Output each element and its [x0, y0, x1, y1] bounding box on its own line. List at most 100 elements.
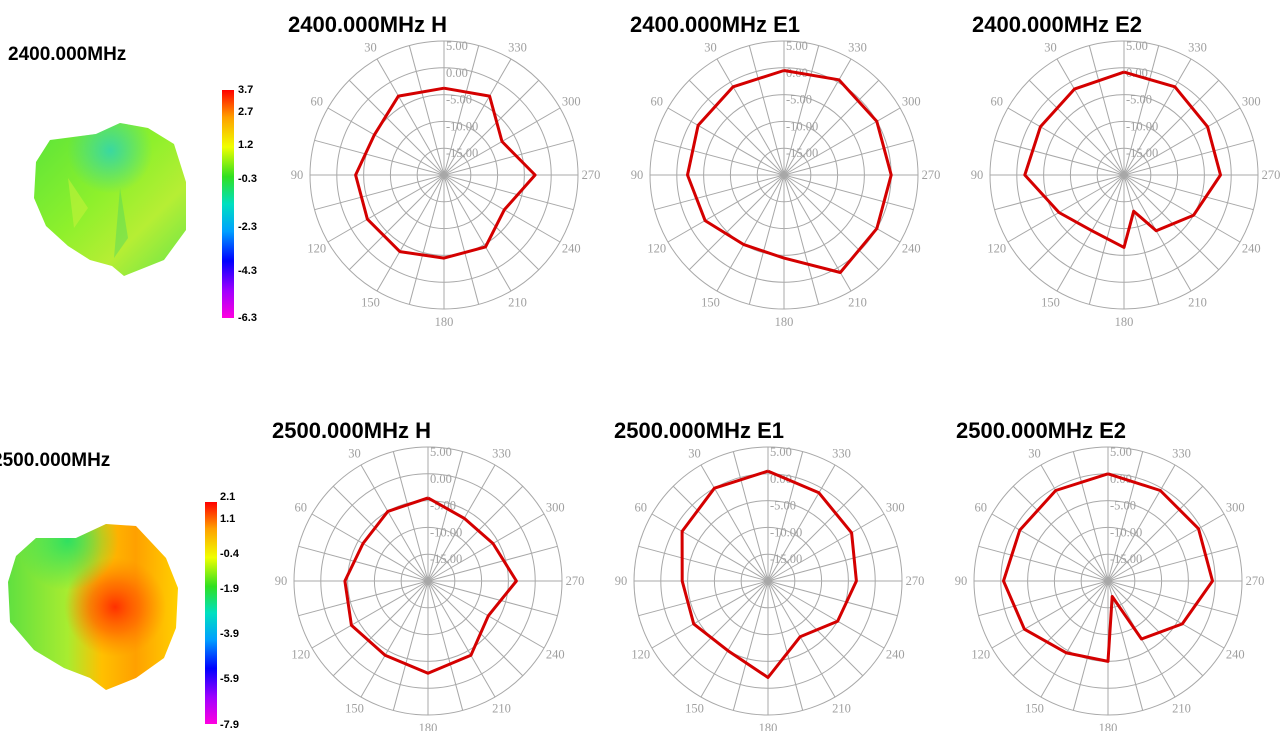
polar-grid-spoke — [443, 174, 540, 271]
polar-radial-label: -10.00 — [446, 119, 478, 133]
polar-grid-spoke — [1107, 513, 1225, 582]
polar-angle-label: 240 — [886, 648, 905, 662]
row2-scale-tick: -1.9 — [220, 583, 239, 595]
polar-grid-spoke — [1123, 139, 1254, 176]
polar-chart-2400-e1: 3060901201501802102402703003305.000.00-5… — [631, 39, 941, 329]
polar-angle-label: 120 — [631, 648, 650, 662]
polar-grid-spoke — [716, 58, 785, 176]
polar-grid-spoke — [672, 485, 769, 582]
polar-angle-label: 210 — [1172, 701, 1191, 715]
polar-grid-spoke — [994, 139, 1125, 176]
polar-angle-label: 120 — [987, 242, 1006, 256]
polar-radial-label: -10.00 — [430, 525, 462, 539]
polar-grid-spoke — [767, 580, 885, 649]
polar-grid-spoke — [767, 464, 836, 582]
polar-title: 2500.000MHz E2 — [956, 418, 1126, 443]
row1-scale-tick: -2.3 — [238, 221, 257, 233]
polar-pattern-trace — [680, 469, 858, 679]
polar-grid-spoke — [1012, 485, 1109, 582]
row1-scale-tick: -0.3 — [238, 173, 257, 185]
polar-chart-2500-e2: 3060901201501802102402703003305.000.00-5… — [955, 445, 1265, 731]
polar-angle-label: 120 — [647, 242, 666, 256]
polar-angle-label: 30 — [364, 41, 377, 55]
row2-scale-tick: -3.9 — [220, 628, 239, 640]
polar-angle-label: 240 — [1226, 648, 1245, 662]
polar-grid-spoke — [783, 58, 852, 176]
polar-grid-spoke — [654, 139, 785, 176]
polar-radial-label: -15.00 — [1110, 552, 1142, 566]
row2-frequency-label: 2500.000MHz — [0, 450, 111, 471]
polar-grid-spoke — [783, 174, 820, 305]
polar-grid-spoke — [1123, 174, 1160, 305]
polar-grid-spoke — [427, 464, 496, 582]
row1-frequency-label: 2400.000MHz — [8, 44, 127, 65]
polar-angle-label: 240 — [546, 648, 565, 662]
polar-grid-spoke — [1107, 580, 1225, 649]
polar-angle-label: 120 — [291, 648, 310, 662]
polar-angle-label: 180 — [435, 315, 454, 329]
polar-grid-spoke — [332, 580, 429, 677]
polar-angle-label: 90 — [971, 168, 984, 182]
polar-grid-spoke — [408, 45, 445, 176]
polar-grid-spoke — [1056, 58, 1125, 176]
row2-3d-pattern-blob — [8, 524, 178, 690]
polar-angle-label: 240 — [562, 242, 581, 256]
polar-title: 2400.000MHz H — [288, 12, 447, 37]
polar-grid-spoke — [360, 464, 429, 582]
polar-angle-label: 150 — [685, 701, 704, 715]
polar-angle-label: 60 — [990, 95, 1003, 109]
polar-angle-label: 60 — [650, 95, 663, 109]
polar-grid-spoke — [314, 139, 445, 176]
row1-scale-tick: 2.7 — [238, 106, 254, 118]
polar-grid-spoke — [443, 79, 540, 176]
polar-grid-spoke — [332, 485, 429, 582]
polar-grid-spoke — [1123, 174, 1192, 292]
polar-grid-spoke — [443, 58, 512, 176]
polar-grid-spoke — [1107, 580, 1238, 617]
polar-radial-label: -15.00 — [786, 146, 818, 160]
polar-grid-spoke — [327, 174, 445, 243]
polar-grid-spoke — [427, 513, 545, 582]
polar-grid-spoke — [392, 580, 429, 711]
polar-grid-spoke — [427, 580, 464, 711]
polar-pattern-trace — [1002, 472, 1214, 663]
polar-angle-label: 180 — [775, 315, 794, 329]
polar-angle-label: 270 — [582, 168, 601, 182]
row1-scale-tick: 1.2 — [238, 139, 254, 151]
polar-grid-spoke — [443, 174, 561, 243]
polar-angle-label: 60 — [294, 501, 307, 515]
polar-grid-spoke — [1040, 464, 1109, 582]
polar-chart-2400-h: 30 60 90 120 150 180 210 240 270 300 330 5.00 0.00 -5… — [291, 39, 601, 329]
polar-grid-spoke — [1107, 545, 1238, 582]
polar-grid-spoke — [314, 174, 445, 211]
polar-grid-spoke — [732, 451, 769, 582]
row2-color-scale-bar — [205, 502, 217, 724]
polar-angle-label: 330 — [1172, 447, 1191, 461]
polar-grid-spoke — [427, 485, 524, 582]
polar-grid-spoke — [1123, 174, 1241, 243]
polar-angle-label: 30 — [1044, 41, 1057, 55]
polar-angle-label: 150 — [345, 701, 364, 715]
polar-grid-spoke — [1028, 79, 1125, 176]
polar-angle-label: 150 — [1025, 701, 1044, 715]
polar-grid-spoke — [1107, 580, 1144, 711]
polar-grid-spoke — [767, 580, 864, 677]
polar-grid-spoke — [767, 451, 804, 582]
polar-angle-label: 270 — [906, 574, 925, 588]
polar-grid-spoke — [667, 174, 785, 243]
polar-angle-label: 300 — [902, 95, 921, 109]
polar-angle-label: 240 — [1242, 242, 1261, 256]
polar-angle-label: 60 — [310, 95, 323, 109]
polar-grid-spoke — [427, 580, 496, 698]
polar-grid-spoke — [783, 107, 901, 176]
polar-grid-spoke — [443, 45, 480, 176]
polar-grid-spoke — [994, 174, 1125, 211]
polar-grid-spoke — [767, 580, 898, 617]
polar-angle-label: 30 — [1028, 447, 1041, 461]
polar-radial-label: 5.00 — [786, 39, 808, 53]
polar-grid-spoke — [767, 485, 864, 582]
row1-scale-tick: -4.3 — [238, 265, 257, 277]
row2-scale-tick: -5.9 — [220, 673, 239, 685]
polar-grid-spoke — [783, 174, 880, 271]
polar-grid-spoke — [654, 174, 785, 211]
